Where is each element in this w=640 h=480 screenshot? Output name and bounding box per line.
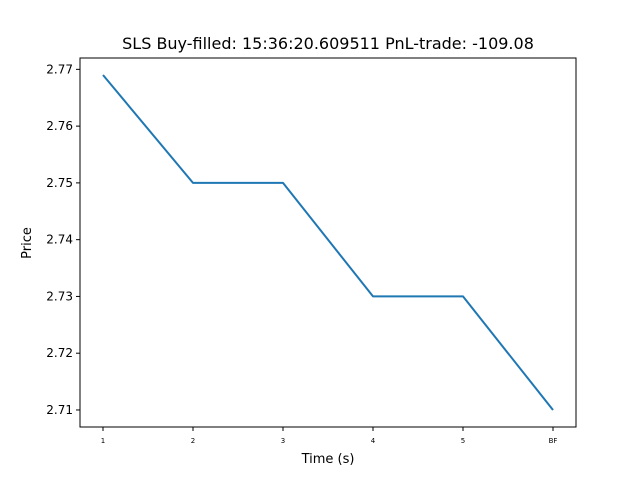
x-tick-label: BF — [549, 437, 558, 445]
y-tick-label: 2.74 — [46, 233, 73, 247]
x-axis-label: Time (s) — [301, 452, 355, 467]
y-tick-label: 2.76 — [46, 119, 73, 133]
y-tick-label: 2.77 — [46, 62, 73, 76]
series-lines — [102, 74, 554, 411]
x-axis: 1 2 3 4 5 BF — [101, 427, 558, 445]
y-tick-label: 2.75 — [46, 176, 73, 190]
y-tick-label: 2.73 — [46, 289, 73, 303]
chart-title: SLS Buy-filled: 15:36:20.609511 PnL-trad… — [122, 34, 534, 53]
y-axis: 2.71 2.72 2.73 2.74 2.75 2.76 2.77 — [46, 62, 80, 417]
y-tick-label: 2.72 — [46, 346, 73, 360]
y-tick-label: 2.71 — [46, 403, 73, 417]
x-tick-label: 5 — [461, 437, 465, 445]
x-tick-label: 4 — [371, 437, 376, 445]
y-axis-label: Price — [20, 227, 35, 259]
price-line — [102, 74, 554, 411]
x-tick-label: 3 — [281, 437, 285, 445]
x-tick-label: 2 — [191, 437, 195, 445]
plot-area — [79, 57, 577, 428]
x-tick-label: 1 — [101, 437, 105, 445]
